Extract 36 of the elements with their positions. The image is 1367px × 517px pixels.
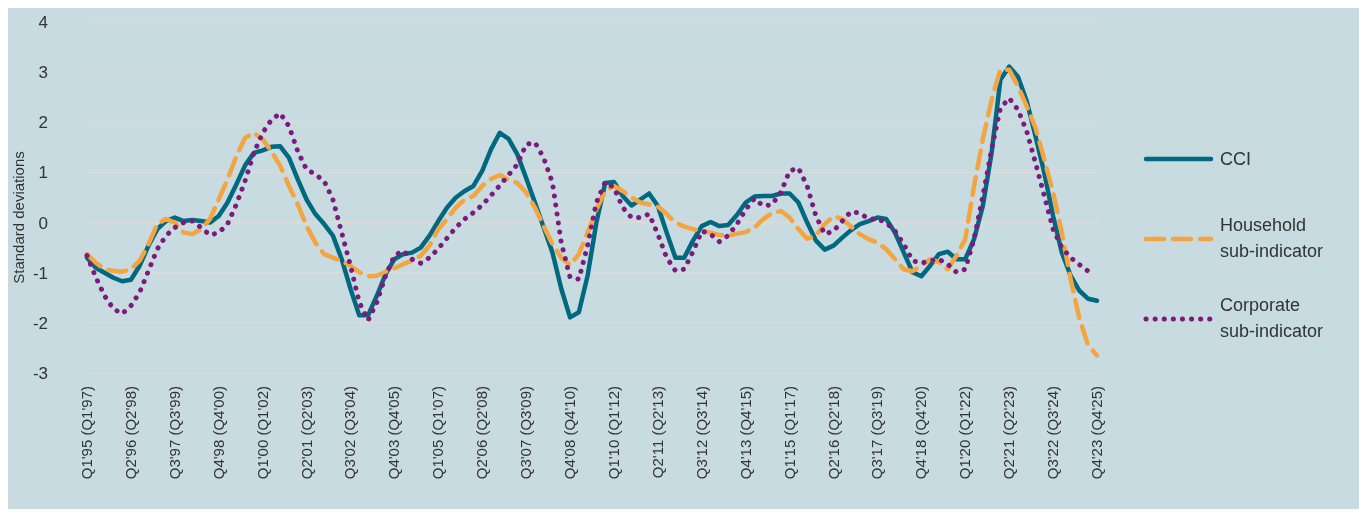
legend-label: CCI: [1220, 149, 1251, 169]
y-tick-label: -1: [32, 263, 48, 283]
x-tick-label: Q1'05 (Q1'07): [429, 386, 447, 480]
x-tick-label: Q4'18 (Q4'20): [912, 386, 930, 480]
y-tick-label: 1: [38, 163, 48, 183]
x-tick-label: Q3'07 (Q3'09): [517, 386, 535, 480]
x-tick-label: Q1'20 (Q1'22): [956, 386, 974, 480]
x-tick-label: Q3'97 (Q3'99): [165, 386, 183, 480]
x-tick-label: Q4'13 (Q4'15): [736, 386, 754, 480]
x-tick-label: Q1'10 (Q1'12): [604, 386, 622, 480]
y-tick-label: 0: [38, 213, 48, 233]
x-tick-label: Q2'16 (Q2'18): [824, 386, 842, 480]
y-tick-label: 4: [38, 12, 48, 32]
x-tick-label: Q3'02 (Q3'04): [341, 386, 359, 480]
legend-label: Household sub-indicator: [1220, 215, 1324, 261]
x-tick-label: Q2'06 (Q2'08): [473, 386, 491, 480]
y-tick-label: -2: [32, 313, 48, 333]
x-tick-label: Q4'03 (Q4'05): [385, 386, 403, 480]
x-tick-label: Q1'00 (Q1'02): [253, 386, 271, 480]
x-tick-label: Q3'22 (Q3'24): [1044, 386, 1062, 480]
y-tick-label: -3: [32, 363, 48, 383]
x-tick-label: Q1'95 (Q1'97): [78, 386, 95, 480]
y-tick-label: 3: [38, 63, 48, 83]
x-tick-label: Q2'21 (Q2'23): [1000, 386, 1018, 480]
x-tick-label: Q4'08 (Q4'10): [561, 386, 579, 480]
legend-label: Corporate sub-indicator: [1220, 295, 1324, 341]
x-tick-label: Q4'98 (Q4'00): [209, 386, 227, 480]
x-tick-label: Q1'15 (Q1'17): [780, 386, 798, 480]
y-axis-title: Standard deviations: [10, 151, 27, 284]
x-tick-label: Q2'01 (Q2'03): [297, 386, 315, 480]
x-tick-label: Q3'17 (Q3'19): [868, 386, 886, 480]
x-tick-label: Q2'11 (Q2'13): [648, 386, 666, 479]
x-tick-label: Q3'12 (Q3'14): [692, 386, 710, 480]
x-tick-label: Q4'23 (Q4'25): [1088, 386, 1105, 480]
x-tick-label: Q2'96 (Q2'98): [121, 386, 139, 480]
y-tick-label: 2: [38, 113, 48, 133]
